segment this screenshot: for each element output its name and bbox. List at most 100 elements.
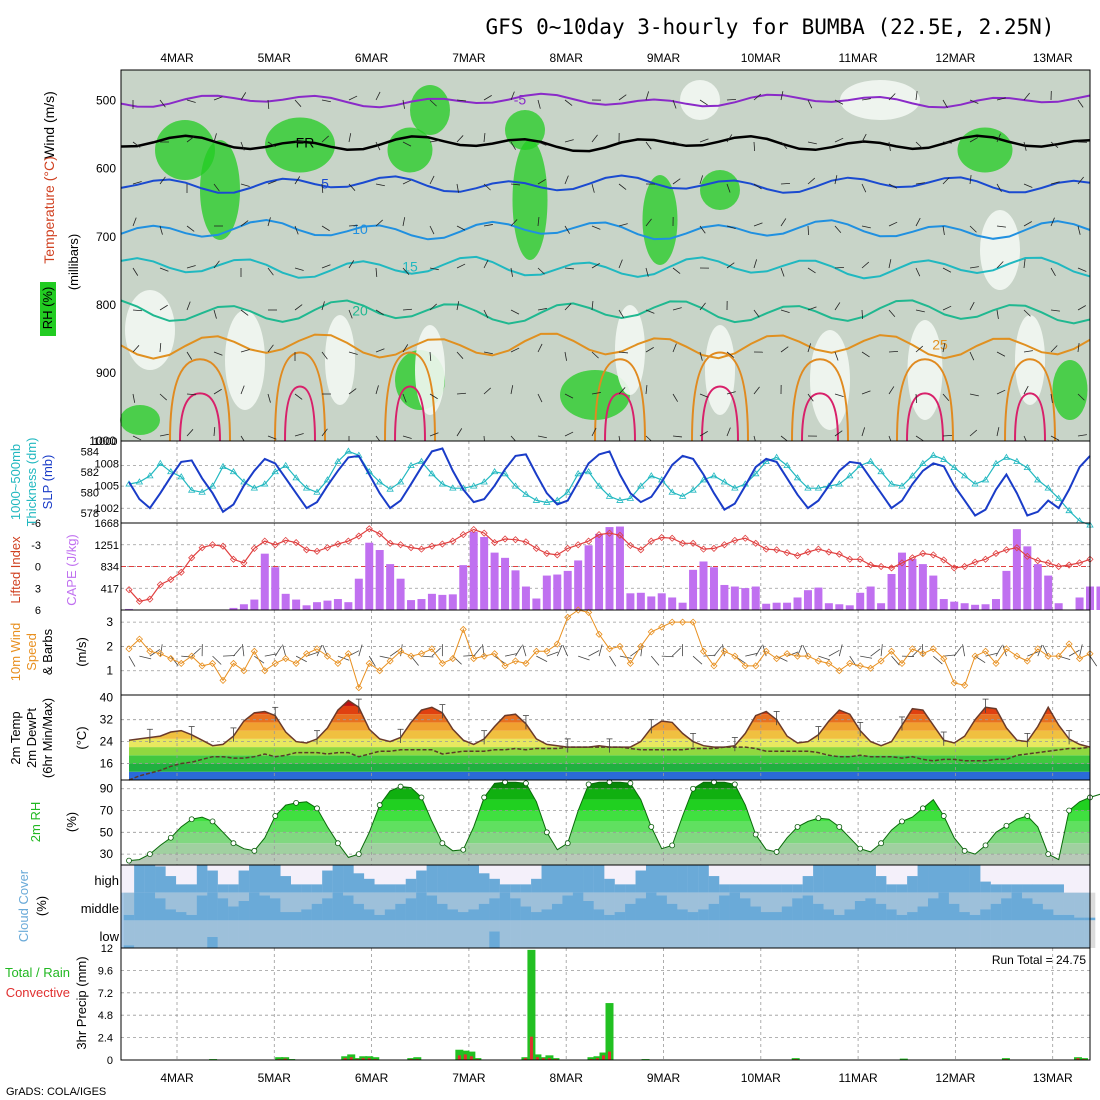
lifted-index-point: [731, 536, 739, 544]
rh-point: [899, 818, 905, 825]
wind-speed-point: [1002, 645, 1010, 653]
cape-bar: [689, 569, 698, 610]
wind-speed-point: [355, 684, 363, 692]
thickness-point: [992, 459, 1000, 466]
rh-dry-zone: [615, 305, 645, 395]
wind-barb: [456, 99, 466, 102]
cloud-bar: [938, 865, 950, 893]
lifted-index-point: [981, 555, 990, 563]
wind-speed-point: [1034, 645, 1042, 653]
wind-barb: [510, 267, 513, 277]
contour-label: 5: [321, 175, 329, 191]
cloud-bar: [468, 865, 480, 893]
lifted-index-point: [825, 548, 833, 556]
wind-unit: (m/s): [74, 637, 89, 667]
cape-bar: [438, 594, 447, 610]
lifted-index-point: [699, 545, 708, 553]
wind-barb: [267, 141, 276, 148]
precip-frame: [120, 947, 1091, 1061]
cloud-bar: [990, 884, 1002, 893]
cloud-bar: [353, 873, 365, 893]
wind-barb: [267, 435, 277, 440]
wind-speed-point: [303, 650, 311, 658]
wind-barb: [672, 307, 682, 311]
temp-band: [129, 705, 1090, 715]
cape-bar: [490, 552, 499, 610]
thickness-tick: 578: [81, 508, 99, 520]
wind-barb: [483, 387, 491, 395]
cloud-bar: [144, 865, 156, 893]
slp-tick: 1005: [95, 481, 119, 493]
wind-speed-point: [564, 613, 572, 621]
rh-point: [481, 794, 488, 801]
wind-barb: [619, 655, 632, 659]
cloud-bar: [1001, 884, 1012, 893]
date-label: 11MAR: [839, 1071, 878, 1085]
thickness-point: [605, 492, 614, 499]
wind-barb: [618, 351, 628, 354]
wind-barb: [591, 301, 594, 311]
wind-barb: [996, 309, 999, 319]
cloud-bar: [917, 865, 929, 893]
rh-dry-zone: [980, 210, 1020, 290]
cloud-bar: [698, 865, 709, 893]
temp2m-panel: 40 32 24 16: [100, 691, 1091, 781]
thickness-point: [804, 484, 812, 491]
wind-barb: [726, 391, 736, 395]
wind-barb: [537, 99, 541, 109]
rh-point: [857, 845, 864, 852]
lifted-index-point: [407, 544, 415, 552]
precip-conv-bar: [541, 1058, 545, 1060]
thickness-point: [887, 480, 896, 487]
cloud-bar: [875, 876, 887, 893]
thickness-point: [490, 467, 499, 475]
contour-label: 25: [932, 337, 948, 353]
lifted-index-point: [564, 544, 572, 552]
cape-bar: [1075, 597, 1084, 610]
wind-barb: [915, 182, 925, 185]
wind-barb: [807, 177, 816, 185]
contour-label: 10: [352, 221, 368, 237]
thickness-point: [313, 488, 321, 495]
cape-bar: [991, 599, 1000, 610]
thickness-point: [532, 496, 541, 503]
lifted-index-point: [344, 537, 352, 545]
lifted-index-point: [887, 564, 896, 572]
wind-barb: [267, 267, 274, 276]
wind-barb: [213, 260, 220, 269]
cape-bar: [981, 604, 990, 610]
cape-bar: [939, 599, 948, 610]
wind-barb: [1050, 141, 1059, 148]
cape-tick: 1251: [95, 540, 119, 552]
wind-barb: [1077, 305, 1086, 311]
cloud-label: Cloud Cover: [16, 869, 31, 942]
wind-barb: [159, 225, 163, 235]
lifted-index-point: [522, 538, 530, 546]
wind-barb: [402, 393, 407, 403]
wind-barb: [753, 141, 756, 152]
cape-bar: [950, 601, 959, 610]
wind-barb: [996, 389, 1006, 395]
temperature-contour: [120, 299, 1091, 325]
lifted-index-point: [240, 559, 248, 567]
wind-barb: [942, 99, 948, 108]
temperature-contour: [120, 134, 1091, 153]
rh-point: [1066, 807, 1073, 814]
cloud-bar: [907, 876, 918, 893]
lifted-index-point: [459, 531, 467, 539]
rh-point: [773, 849, 780, 855]
wind-barb: [429, 267, 439, 271]
wind-barb: [726, 262, 735, 269]
thickness-point: [396, 478, 405, 485]
wind-barb: [294, 267, 304, 271]
lifted-index-point: [511, 536, 520, 544]
thickness-tick: 580: [81, 487, 99, 499]
lifted-index-point: [334, 540, 342, 548]
precip-tick: 12: [101, 943, 113, 955]
wind-barb: [671, 647, 682, 657]
wind-barb: [159, 393, 167, 401]
hot-contour: [906, 392, 944, 442]
wind-barb: [888, 183, 898, 189]
wind-barb: [240, 141, 245, 151]
thickness-line: [128, 450, 1091, 526]
